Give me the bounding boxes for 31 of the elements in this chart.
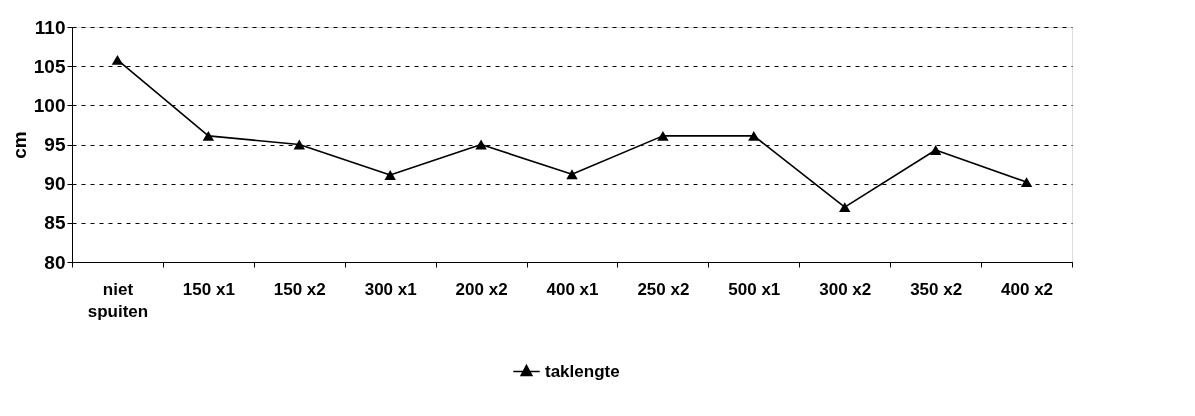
x-tick-label: 250 x2 — [637, 279, 690, 299]
y-tick-label: 80 — [44, 251, 66, 273]
y-tick-label: 95 — [44, 134, 66, 155]
y-tick-label: 85 — [44, 212, 66, 234]
point — [475, 139, 487, 150]
point — [566, 169, 578, 180]
x-tick-label: 300 x1 — [364, 279, 417, 299]
point — [384, 170, 396, 180]
x-tick-label: 350 x2 — [910, 279, 963, 299]
y-tick-label: 90 — [44, 173, 66, 195]
y-tick-label: 100 — [33, 94, 66, 116]
y-tick-label: 110 — [34, 16, 66, 38]
point — [202, 130, 215, 141]
x-tick-label: 200 x2 — [455, 279, 508, 299]
x-tick-label: niet spuiten — [87, 279, 149, 321]
point — [1020, 177, 1033, 188]
x-tick-label: 400 x1 — [546, 279, 599, 299]
legend-label: taklengte — [545, 361, 620, 381]
point — [839, 202, 851, 213]
y-tick-label: 105 — [33, 55, 66, 77]
point — [293, 139, 305, 150]
y-axis-title: cm — [8, 131, 30, 159]
x-tick-label: 500 x1 — [728, 279, 781, 299]
point — [657, 130, 669, 141]
x-tick-label: 150 x2 — [273, 279, 326, 299]
x-tick-label: 300 x2 — [819, 279, 872, 299]
x-tick-label: 150 x1 — [182, 279, 235, 299]
point — [929, 145, 942, 155]
point — [748, 130, 760, 141]
x-tick-label: 400 x2 — [1001, 279, 1054, 299]
point — [111, 54, 124, 65]
